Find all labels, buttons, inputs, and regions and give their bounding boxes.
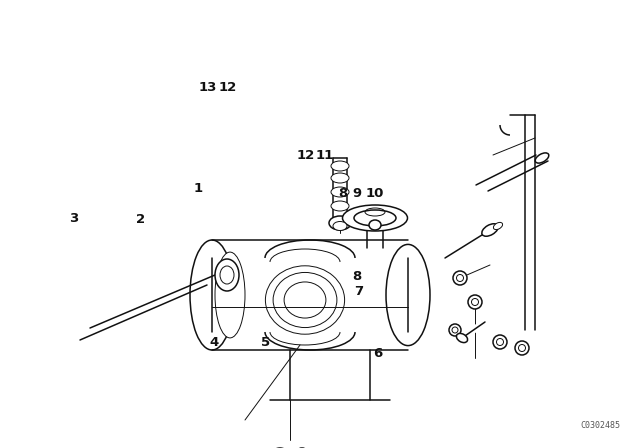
Ellipse shape bbox=[518, 345, 525, 352]
Text: 7: 7 bbox=[354, 284, 363, 298]
Ellipse shape bbox=[449, 324, 461, 336]
Text: 10: 10 bbox=[365, 187, 383, 200]
Ellipse shape bbox=[342, 205, 408, 231]
Text: 12: 12 bbox=[297, 149, 315, 163]
Ellipse shape bbox=[329, 216, 351, 230]
Ellipse shape bbox=[215, 259, 239, 291]
Ellipse shape bbox=[331, 187, 349, 197]
Text: 11: 11 bbox=[316, 149, 334, 163]
Text: 13: 13 bbox=[199, 81, 217, 94]
Ellipse shape bbox=[333, 221, 347, 231]
Text: 4: 4 bbox=[210, 336, 219, 349]
Ellipse shape bbox=[354, 210, 396, 226]
Bar bbox=[212, 240, 408, 350]
Ellipse shape bbox=[453, 271, 467, 285]
Ellipse shape bbox=[515, 341, 529, 355]
Ellipse shape bbox=[482, 224, 498, 236]
Ellipse shape bbox=[493, 335, 507, 349]
Text: 8: 8 bbox=[353, 270, 362, 284]
Text: 6: 6 bbox=[373, 347, 382, 361]
Text: 9: 9 bbox=[353, 187, 362, 200]
Text: 3: 3 bbox=[69, 211, 78, 225]
Ellipse shape bbox=[497, 339, 504, 345]
Text: 1: 1 bbox=[194, 181, 203, 195]
Ellipse shape bbox=[535, 153, 548, 163]
Text: C0302485: C0302485 bbox=[580, 421, 620, 430]
Ellipse shape bbox=[190, 240, 234, 350]
Ellipse shape bbox=[456, 333, 468, 343]
Ellipse shape bbox=[331, 173, 349, 183]
Ellipse shape bbox=[331, 201, 349, 211]
Text: 12: 12 bbox=[218, 81, 236, 94]
Ellipse shape bbox=[493, 222, 502, 230]
Ellipse shape bbox=[220, 266, 234, 284]
Ellipse shape bbox=[386, 245, 430, 345]
Text: 5: 5 bbox=[261, 336, 270, 349]
Ellipse shape bbox=[215, 252, 245, 338]
Ellipse shape bbox=[452, 327, 458, 333]
Text: 8: 8 bbox=[338, 187, 347, 200]
Ellipse shape bbox=[472, 298, 479, 306]
Ellipse shape bbox=[468, 295, 482, 309]
Text: 2: 2 bbox=[136, 213, 145, 226]
Ellipse shape bbox=[456, 275, 463, 281]
Ellipse shape bbox=[369, 220, 381, 230]
Ellipse shape bbox=[331, 161, 349, 171]
